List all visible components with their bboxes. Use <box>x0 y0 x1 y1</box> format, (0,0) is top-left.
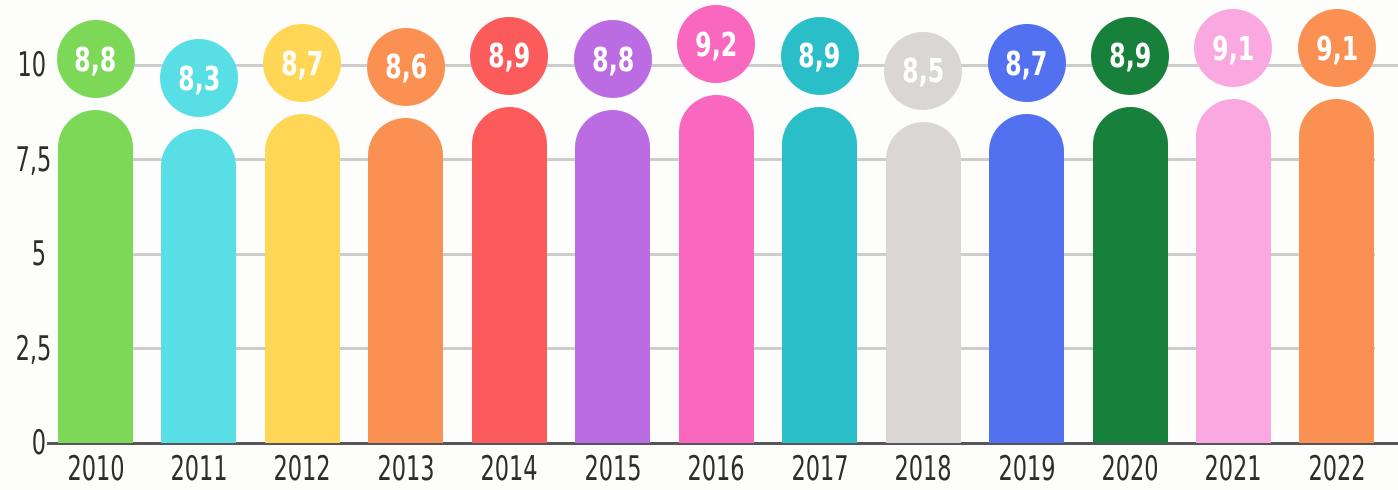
value-bubble-2014: 8,9 <box>470 16 549 95</box>
value-label: 8,7 <box>1005 43 1048 83</box>
bar-2010 <box>58 110 133 443</box>
x-tick-label: 2012 <box>273 449 331 489</box>
bar-2015 <box>575 110 651 443</box>
bar-2020 <box>1092 106 1168 443</box>
x-tick-label: 2015 <box>584 449 642 489</box>
y-tick-label: 7,5 <box>15 139 52 180</box>
value-label: 8,7 <box>281 43 324 83</box>
value-label: 8,9 <box>1108 36 1152 76</box>
value-bubble-2011: 8,3 <box>159 39 238 118</box>
x-tick-label: 2011 <box>170 449 228 489</box>
x-tick-label: 2020 <box>1101 449 1159 489</box>
value-label: 9,1 <box>1212 28 1255 68</box>
value-bubble-2013: 8,6 <box>366 27 445 106</box>
x-tick-label: 2013 <box>377 449 435 489</box>
bar-2014 <box>471 106 547 443</box>
value-label: 8,9 <box>798 36 841 76</box>
x-tick-label: 2019 <box>997 449 1056 489</box>
value-label: 8,5 <box>902 51 945 91</box>
bar-2017 <box>782 106 858 443</box>
bar-2019 <box>989 114 1065 443</box>
value-bubble-2019: 8,7 <box>987 24 1066 103</box>
x-tick-label: 2017 <box>791 449 849 489</box>
value-label: 8,3 <box>177 58 220 98</box>
value-label: 8,8 <box>591 39 634 79</box>
x-tick-label: 2016 <box>687 449 745 489</box>
value-bubble-2022: 9,1 <box>1297 9 1376 88</box>
x-tick-label: 2010 <box>66 449 125 489</box>
value-bubble-2016: 9,2 <box>677 5 756 84</box>
x-tick-label: 2021 <box>1204 449 1262 489</box>
x-axis-line <box>47 441 1398 445</box>
y-tick-label: 2,5 <box>15 328 52 369</box>
bar-2012 <box>264 114 340 443</box>
bar-2021 <box>1195 99 1271 443</box>
value-bubble-2015: 8,8 <box>573 20 652 99</box>
value-bubble-2017: 8,9 <box>780 16 859 95</box>
bar-2018 <box>885 121 961 443</box>
value-bubble-2018: 8,5 <box>884 31 963 110</box>
bar-2011 <box>161 129 237 443</box>
y-tick-label: 5 <box>31 234 46 274</box>
x-tick-label: 2014 <box>480 449 538 489</box>
value-label: 8,9 <box>488 36 531 76</box>
value-label: 8,6 <box>384 47 427 87</box>
bar-2016 <box>678 95 754 443</box>
value-label: 8,8 <box>74 39 117 79</box>
value-bubble-2010: 8,8 <box>56 20 135 99</box>
bar-2022 <box>1299 99 1375 443</box>
value-bubble-2021: 9,1 <box>1194 9 1273 88</box>
bar-2013 <box>368 117 444 443</box>
value-bubble-2020: 8,9 <box>1091 16 1169 95</box>
x-tick-label: 2018 <box>894 449 952 489</box>
y-tick-label: 10 <box>17 45 46 85</box>
x-tick-label: 2022 <box>1308 449 1366 489</box>
value-label: 9,2 <box>695 24 738 64</box>
value-bubble-2012: 8,7 <box>263 24 342 103</box>
value-label: 9,1 <box>1315 28 1358 68</box>
y-tick-label: 0 <box>31 423 46 463</box>
